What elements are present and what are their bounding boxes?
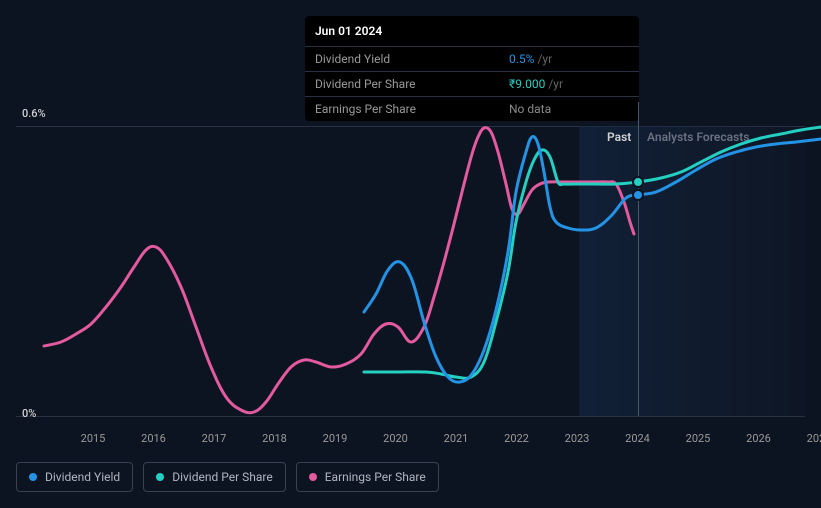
legend-label: Earnings Per Share [325,470,426,484]
x-axis-label: 2027 [807,432,821,445]
x-axis-label: 2019 [323,432,348,445]
tooltip-metric-label: Dividend Yield [315,52,509,66]
legend-dot-icon [309,473,317,481]
x-axis-label: 2015 [81,432,106,445]
tooltip-metric-value: 0.5%/yr [509,52,629,66]
series-line [364,127,821,378]
line-chart: 0.6% 0% Past Analysts Forecasts 20152016… [16,102,821,432]
x-axis-label: 2023 [565,432,590,445]
legend-item[interactable]: Dividend Yield [16,462,133,492]
chart-svg [16,102,821,432]
x-axis-label: 2018 [262,432,287,445]
series-line [44,128,634,413]
x-axis-label: 2021 [444,432,469,445]
x-axis-label: 2022 [504,432,529,445]
tooltip-row: Dividend Per Share₹9.000/yr [305,72,639,97]
legend-dot-icon [156,473,164,481]
x-axis-label: 2026 [746,432,771,445]
tooltip-row: Dividend Yield0.5%/yr [305,47,639,72]
x-axis-label: 2024 [625,432,650,445]
x-axis-label: 2017 [202,432,227,445]
tooltip-metric-value: ₹9.000/yr [509,77,629,91]
legend-label: Dividend Per Share [172,470,273,484]
legend-item[interactable]: Earnings Per Share [296,462,439,492]
x-axis-label: 2025 [686,432,711,445]
legend: Dividend Yield Dividend Per Share Earnings… [16,462,439,492]
x-axis-label: 2016 [141,432,166,445]
legend-dot-icon [29,473,37,481]
legend-item[interactable]: Dividend Per Share [143,462,286,492]
series-marker [633,190,643,200]
tooltip-date: Jun 01 2024 [305,16,639,47]
tooltip-metric-label: Dividend Per Share [315,77,509,91]
series-marker [633,177,643,187]
x-axis-label: 2020 [383,432,408,445]
legend-label: Dividend Yield [45,470,120,484]
series-line [364,137,821,383]
